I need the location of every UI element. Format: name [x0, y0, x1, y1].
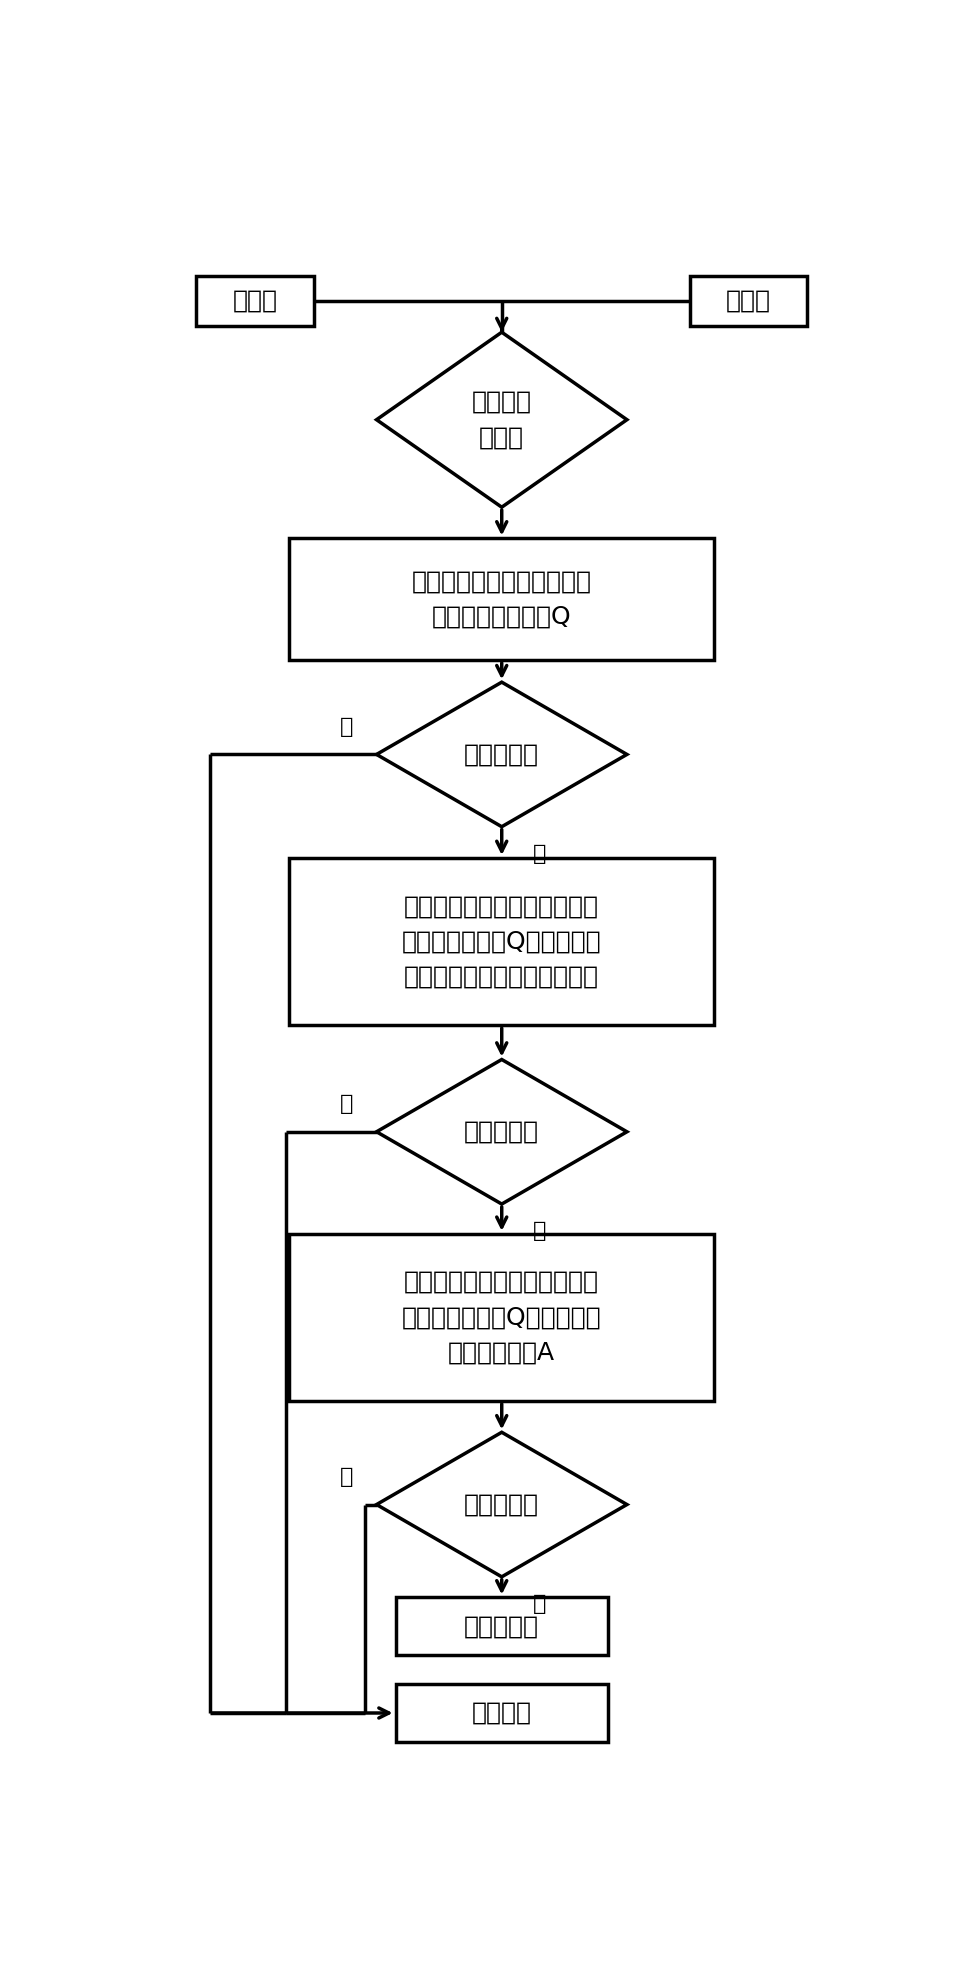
Text: 找不到匹配: 找不到匹配 — [464, 1614, 539, 1638]
Text: 找到匹配: 找到匹配 — [471, 1701, 531, 1725]
Bar — [395, 1597, 607, 1656]
Polygon shape — [377, 332, 626, 508]
Bar — [689, 277, 806, 326]
Text: 是否有匹配: 是否有匹配 — [464, 1120, 539, 1144]
Polygon shape — [377, 1433, 626, 1577]
Text: 是: 是 — [339, 717, 352, 737]
Bar — [197, 277, 314, 326]
Text: 库分子: 库分子 — [725, 288, 770, 312]
Text: 否: 否 — [532, 1221, 546, 1241]
Text: 否: 否 — [532, 1595, 546, 1614]
Text: 子结构: 子结构 — [233, 288, 278, 312]
Bar — [289, 537, 713, 660]
Polygon shape — [377, 682, 626, 826]
Bar — [289, 858, 713, 1026]
Text: 将查询子结构中所有非碳非氢
原子改为通配符Q，查询子结
构中所有类型的键改为任意键: 将查询子结构中所有非碳非氢 原子改为通配符Q，查询子结 构中所有类型的键改为任意… — [402, 895, 600, 988]
Text: 是否有匹配: 是否有匹配 — [464, 1492, 539, 1516]
Text: 是否有匹配: 是否有匹配 — [464, 743, 539, 767]
Text: 否: 否 — [532, 844, 546, 864]
Text: 将查询子结构中所有非碳非氢
原子改为通配符Q，所有碳原
子改为通配符A: 将查询子结构中所有非碳非氢 原子改为通配符Q，所有碳原 子改为通配符A — [402, 1271, 600, 1365]
Text: 是: 是 — [339, 1466, 352, 1488]
Polygon shape — [377, 1059, 626, 1203]
Text: 是: 是 — [339, 1095, 352, 1114]
Text: 是否有精
确匹配: 是否有精 确匹配 — [471, 389, 531, 449]
Bar — [395, 1684, 607, 1743]
Bar — [289, 1233, 713, 1401]
Text: 将查询子结构中所有非碳非
氢原子改为通配符Q: 将查询子结构中所有非碳非 氢原子改为通配符Q — [412, 569, 591, 628]
